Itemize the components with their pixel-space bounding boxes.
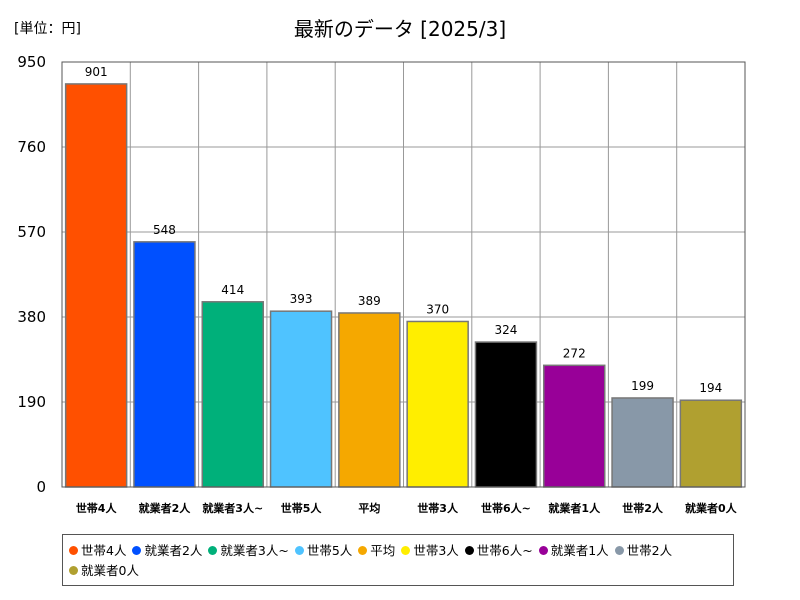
y-tick-label: 760 [17,138,46,156]
x-tick-label: 就業者2人 [139,501,192,515]
bar [611,397,674,488]
data-label: 324 [494,323,517,337]
legend-label: 平均 [370,543,396,558]
legend-dot-icon [69,566,78,575]
data-label: 199 [631,379,654,393]
legend-item: 就業者2人 [132,541,202,561]
legend-item: 平均 [358,541,395,561]
legend-dot-icon [132,546,142,555]
data-label: 370 [426,302,449,316]
data-label: 272 [563,346,586,360]
bar [338,312,401,488]
x-tick-label: 世帯2人 [622,501,664,515]
legend-label: 就業者0人 [81,563,139,578]
legend-label: 世帯3人 [413,543,459,558]
legend-label: 就業者1人 [550,543,609,558]
x-tick-label: 世帯6人~ [481,501,531,515]
y-tick-label: 570 [17,223,46,241]
data-label: 548 [153,223,176,237]
legend-item: 世帯6人~ [464,541,533,561]
unit-label: [単位：円] [14,21,81,37]
legend-dot-icon [69,546,78,555]
bar [543,364,606,488]
bar [64,83,128,488]
y-axis: 0 190 380 570 760 950 [17,53,46,496]
legend-label: 就業者3人~ [220,543,289,558]
data-label: 414 [221,283,244,297]
data-label: 393 [290,292,313,306]
x-tick-label: 就業者0人 [685,501,738,515]
bar [201,301,264,488]
legend-dot-icon [208,546,218,555]
legend-item: 世帯5人 [294,541,353,561]
bar [474,341,538,488]
plot-frame [61,61,746,488]
legend-item: 就業者1人 [538,541,609,561]
legend-dot-icon [358,546,368,555]
legend-item: 世帯3人 [401,541,459,561]
y-tick-label: 950 [17,53,46,71]
x-axis-labels: 世帯4人 就業者2人 就業者3人~ 世帯5人 平均 世帯3人 世帯6人~ 就業者1人 世帯2人 就… [76,501,738,515]
data-label: 901 [85,65,108,79]
legend-item: 世帯2人 [614,541,673,561]
data-label: 194 [699,381,722,395]
data-label: 389 [358,294,381,308]
y-tick-label: 190 [17,393,46,411]
legend-label: 世帯6人~ [476,543,533,558]
legend-item: 就業者3人~ [208,541,289,561]
x-tick-label: 世帯3人 [417,501,459,515]
legend-dot-icon [294,546,304,555]
legend-item: 就業者0人 [69,561,139,581]
legend-dot-icon [614,546,624,555]
legend-dot-icon [464,546,474,555]
data-labels: 901 548 414 393 389 370 324 272 199 194 [85,65,723,395]
chart-title: 最新のデータ [2025/3] [293,17,507,41]
legend-label: 就業者2人 [144,543,203,558]
legend-label: 世帯5人 [306,543,353,558]
legend-dot-icon [538,546,548,555]
y-tick-label: 380 [17,308,46,326]
x-tick-label: 就業者3人~ [202,501,263,515]
bar [679,399,743,488]
x-tick-label: 平均 [358,501,380,515]
bar [406,320,469,488]
bar [269,310,333,488]
x-tick-label: 世帯5人 [281,501,323,515]
bar-chart: 0 190 380 570 760 950 901 548 414 393 389 370 324 27… [17,53,746,515]
bar [133,241,196,488]
legend-dot-icon [401,546,411,555]
bars [64,83,743,488]
y-tick-label: 0 [36,478,46,496]
legend-item: 世帯4人 [69,541,126,561]
legend: 世帯4人 就業者2人 就業者3人~ 世帯5人 平均 世帯3人 世帯6人~ 就業者1人 世帯2人就… [62,534,734,586]
legend-label: 世帯2人 [626,543,673,558]
x-tick-label: 就業者1人 [548,501,601,515]
x-tick-label: 世帯4人 [76,501,118,515]
legend-label: 世帯4人 [81,543,127,558]
